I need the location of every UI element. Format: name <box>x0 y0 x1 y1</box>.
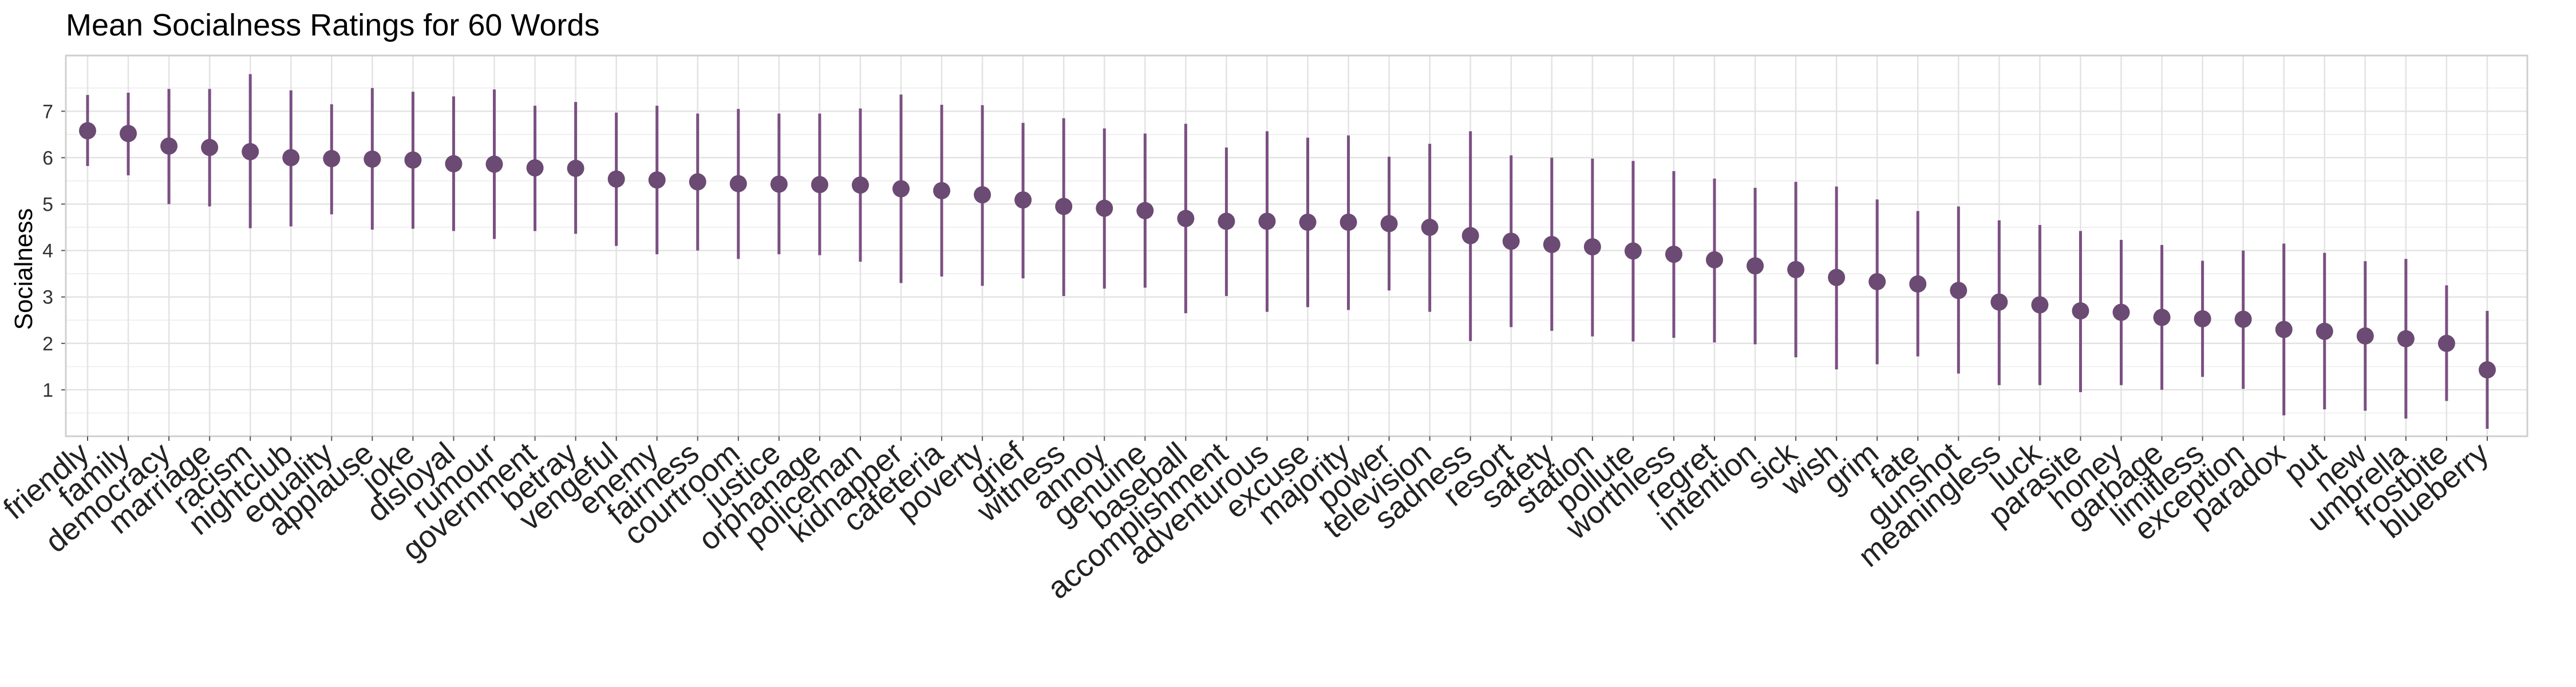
data-point <box>2031 296 2049 314</box>
data-point <box>2234 310 2252 328</box>
data-point <box>526 159 544 177</box>
y-tick-label: 2 <box>42 333 53 355</box>
data-point <box>2437 334 2455 352</box>
panel-border <box>65 54 2528 437</box>
data-point <box>242 143 259 160</box>
data-point <box>1868 273 1886 290</box>
y-tick-label: 5 <box>42 194 53 216</box>
data-point <box>2478 361 2496 379</box>
data-point <box>404 151 422 169</box>
y-tick-label: 3 <box>42 287 53 309</box>
data-point <box>1990 293 2008 311</box>
data-point <box>2356 327 2374 345</box>
data-point <box>567 160 584 177</box>
data-point <box>851 176 869 194</box>
plot-panel <box>66 56 2527 436</box>
data-point <box>1909 275 1927 293</box>
data-point <box>1787 260 1805 278</box>
y-tick-label: 7 <box>42 101 53 123</box>
y-axis-label: Socialness <box>10 208 38 330</box>
data-point <box>811 176 828 194</box>
data-point <box>1014 191 1032 209</box>
data-point <box>2194 310 2211 327</box>
data-point <box>2072 302 2089 320</box>
x-ticks: friendlyfamilydemocracymarriageracismnig… <box>0 436 2495 606</box>
data-point <box>364 150 381 168</box>
data-point <box>1136 202 1154 219</box>
y-tick-label: 4 <box>42 240 53 262</box>
y-ticks: 1 2 3 4 5 6 7 <box>42 101 66 401</box>
data-point <box>1218 212 1235 230</box>
data-point <box>1299 214 1317 231</box>
data-point <box>648 171 666 189</box>
data-point <box>445 155 463 172</box>
data-point <box>1461 227 1479 244</box>
data-point <box>1421 219 1439 236</box>
data-point <box>282 149 300 167</box>
data-point <box>485 155 503 173</box>
grid-minor <box>66 87 2527 414</box>
data-point <box>201 139 219 156</box>
data-point <box>1747 257 1764 275</box>
data-point <box>2316 322 2333 340</box>
data-point <box>2275 321 2293 338</box>
data-point <box>1096 199 1113 217</box>
data-point <box>1706 251 1723 269</box>
data-point <box>892 180 910 198</box>
data-point <box>1583 238 1601 256</box>
data-point <box>1177 210 1195 227</box>
grid-major <box>66 56 2527 436</box>
data-point <box>2397 330 2415 348</box>
data-points <box>79 122 2496 379</box>
chart-title: Mean Socialness Ratings for 60 Words <box>66 8 599 42</box>
data-point <box>933 181 951 199</box>
data-point <box>1502 232 1520 250</box>
data-point <box>2153 309 2171 326</box>
data-point <box>120 125 137 143</box>
data-point <box>1340 214 1357 231</box>
data-point <box>1828 269 1846 286</box>
data-point <box>1055 198 1073 215</box>
data-point <box>729 175 747 192</box>
data-point <box>1624 242 1642 260</box>
data-point <box>974 186 991 204</box>
data-point <box>1665 246 1682 263</box>
y-tick-label: 1 <box>42 380 53 401</box>
data-point <box>770 175 788 193</box>
data-point <box>1258 212 1276 230</box>
data-point <box>160 137 178 155</box>
data-point <box>607 170 625 188</box>
data-point <box>323 150 341 168</box>
data-point <box>1380 215 1398 232</box>
y-tick-label: 6 <box>42 147 53 169</box>
data-point <box>1950 282 1967 299</box>
data-point <box>79 122 96 140</box>
data-point <box>689 173 706 191</box>
data-point <box>1543 236 1560 254</box>
data-point <box>2112 303 2130 321</box>
